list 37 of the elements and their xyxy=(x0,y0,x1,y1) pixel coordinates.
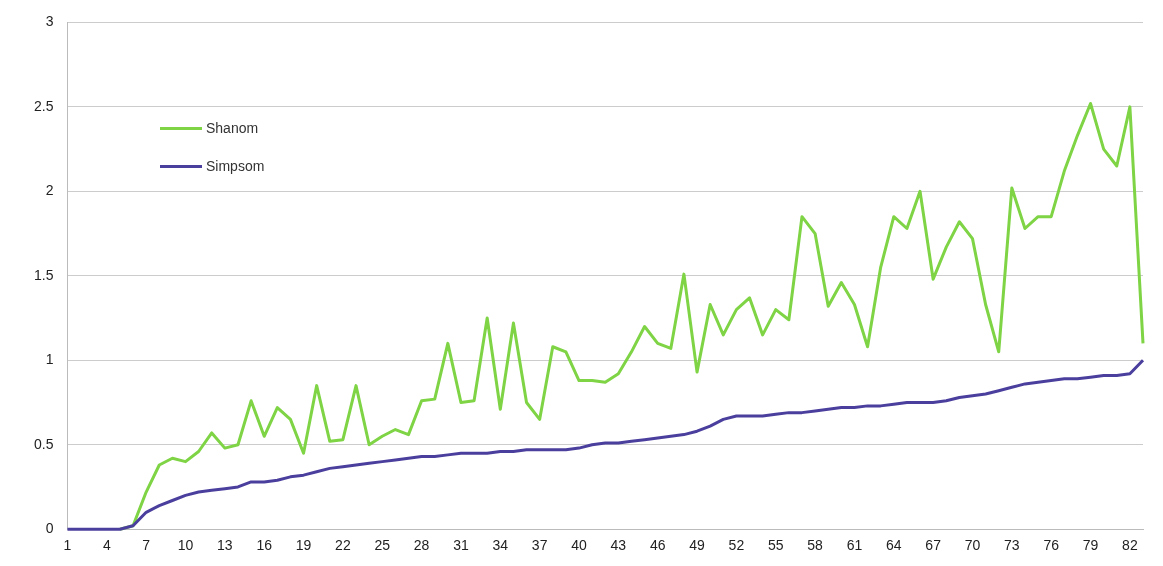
y-tick-label: 2.5 xyxy=(33,97,54,114)
x-tick-label: 22 xyxy=(335,537,351,554)
x-tick-label: 28 xyxy=(413,537,430,554)
y-tick-label: 0 xyxy=(45,520,54,537)
x-tick-label: 61 xyxy=(846,537,863,554)
legend-label: Simpsom xyxy=(206,158,265,174)
x-tick-label: 76 xyxy=(1043,537,1060,554)
x-tick-label: 46 xyxy=(649,537,666,554)
y-tick-label: 1.5 xyxy=(33,266,54,283)
x-tick-label: 67 xyxy=(925,537,942,554)
x-tick-label: 52 xyxy=(728,537,745,554)
x-tick-label: 25 xyxy=(374,537,391,554)
x-tick-label: 10 xyxy=(177,537,194,554)
x-tick-label: 34 xyxy=(492,537,509,554)
y-tick-label: 2 xyxy=(45,182,54,199)
x-tick-label: 4 xyxy=(102,537,111,554)
x-tick-label: 16 xyxy=(256,537,273,554)
x-tick-label: 58 xyxy=(807,537,824,554)
x-tick-label: 1 xyxy=(63,537,72,554)
x-tick-label: 73 xyxy=(1004,537,1020,554)
x-tick-label: 70 xyxy=(964,537,981,554)
x-tick-label: 13 xyxy=(217,537,233,554)
x-tick-label: 82 xyxy=(1122,537,1138,554)
y-tick-label: 3 xyxy=(45,13,54,30)
x-tick-label: 49 xyxy=(689,537,706,554)
y-tick-label: 1 xyxy=(45,351,54,368)
x-tick-label: 19 xyxy=(295,537,312,554)
x-tick-label: 40 xyxy=(571,537,587,554)
x-tick-label: 55 xyxy=(767,537,784,554)
x-tick-label: 79 xyxy=(1082,537,1099,554)
legend-label: Shanom xyxy=(206,120,259,136)
x-tick-label: 64 xyxy=(886,537,902,554)
x-tick-label: 31 xyxy=(453,537,469,554)
x-tick-label: 37 xyxy=(531,537,548,554)
x-tick-label: 7 xyxy=(142,537,151,554)
x-tick-label: 43 xyxy=(610,537,627,554)
y-tick-label: 0.5 xyxy=(33,435,54,452)
